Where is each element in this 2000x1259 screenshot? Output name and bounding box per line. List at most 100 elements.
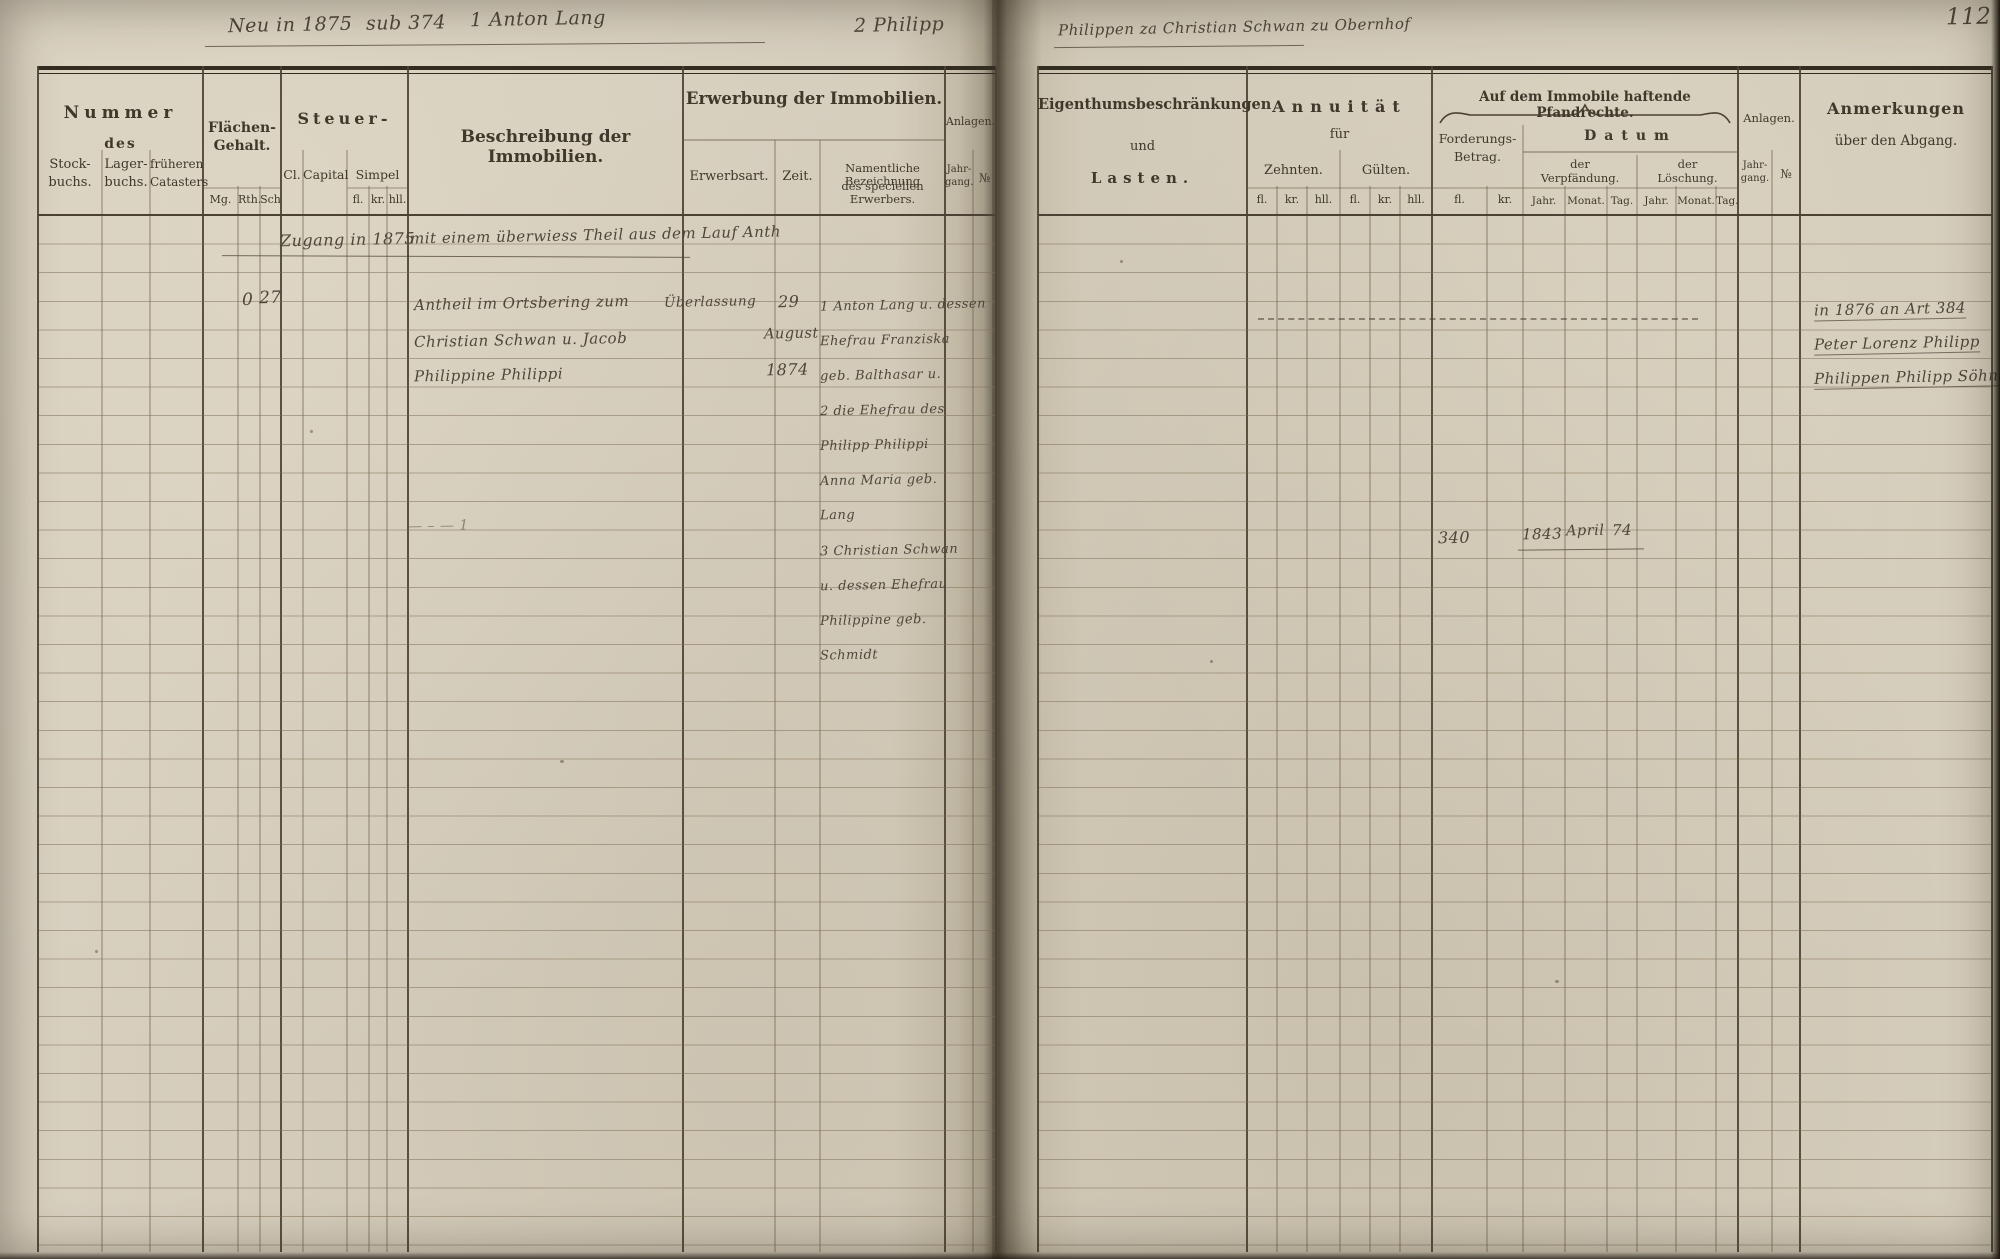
- entry-erwerber-line: Ehefrau Franziska: [819, 331, 951, 350]
- entry-dashed-line: [1258, 318, 1698, 320]
- scan-edge-bottom: [0, 1252, 2000, 1259]
- header-jahrgang-left-2: gang.: [945, 177, 974, 188]
- header-guelten-hll: hll.: [1407, 193, 1425, 206]
- header-steuer-unit-hll: hll.: [388, 193, 407, 206]
- header-flaechen-unit-rth: Rth.: [238, 193, 262, 206]
- header-loesch-tag: Tag.: [1716, 195, 1739, 207]
- header-guelten-kr: kr.: [1377, 193, 1393, 206]
- entry-pfand-betrag: 340: [1437, 527, 1471, 548]
- header-zehnten-hll: hll.: [1314, 193, 1333, 206]
- entry-beschreibung-line: Philippine Philippi: [413, 364, 564, 386]
- entry-anmerkung-line: Philippen Philipp Söhne: [1813, 366, 2000, 390]
- paper-speck: [95, 950, 98, 953]
- entry-pfand-tag: 74: [1611, 520, 1633, 540]
- margin-note-name2: 2 Philipp: [853, 13, 945, 37]
- header-beschreibung: Beschreibung der Immobilien.: [460, 127, 631, 167]
- header-loesch-jahr: Jahr.: [1644, 195, 1669, 207]
- header-nummer-title: Nummer: [63, 103, 178, 123]
- entry-erwerber-line: Philippine geb.: [819, 611, 927, 630]
- entry-zugang-label: Zugang in 1875: [279, 228, 416, 251]
- header-erwerber-2: des speciellen Erwerbers.: [841, 179, 924, 207]
- margin-note-name1: 1 Anton Lang: [469, 6, 606, 32]
- header-lagerbuchs-1: Lager-: [104, 157, 148, 172]
- header-nummer-sub: des: [104, 136, 137, 152]
- header-steuer-unit-fl: fl.: [352, 193, 364, 206]
- paper-speck: [560, 760, 564, 763]
- header-guelten-fl: fl.: [1349, 193, 1361, 206]
- header-eigenthum-1: Eigenthumsbeschränkungen: [1038, 96, 1272, 113]
- left-ruled-lines: [39, 216, 995, 1252]
- margin-note-ref: sub 374: [365, 11, 447, 35]
- entry-erwerber-line: 1 Anton Lang u. dessen: [819, 296, 987, 315]
- header-zeit: Zeit.: [782, 169, 813, 184]
- entry-zeit-monat: August: [763, 325, 819, 343]
- header-jahrgang-right-2: gang.: [1740, 173, 1770, 184]
- header-stockbuchs-2: buchs.: [48, 175, 92, 190]
- header-loeschung-1: der: [1677, 157, 1698, 171]
- header-zehnten-kr: kr.: [1284, 193, 1300, 206]
- paper-speck: [1555, 980, 1559, 983]
- header-lagerbuchs-2: buchs.: [104, 175, 148, 190]
- entry-pfand-monat: April: [1565, 522, 1605, 540]
- entry-erwerber-line: geb. Balthasar u.: [819, 366, 942, 385]
- header-forderung-1: Forderungs-: [1438, 131, 1517, 146]
- entry-anmerkung-text: Philippen Philipp Söhne: [1813, 366, 2000, 390]
- entry-pen-marks: — – — 1: [407, 517, 469, 535]
- header-annuitaet-fuer: für: [1329, 127, 1350, 142]
- header-zehnten-fl: fl.: [1256, 193, 1268, 206]
- header-stockbuchs-1: Stock-: [49, 157, 91, 172]
- header-steuer-cl: Cl.: [283, 167, 301, 182]
- entry-erwerber-line: Philipp Philippi: [819, 436, 929, 455]
- header-eigenthum-2: und: [1129, 139, 1156, 154]
- entry-flaechen-mg: 0: [241, 289, 254, 311]
- header-pfandrechte: Auf dem Immobile haftende Pfandrechte.: [1479, 89, 1691, 121]
- entry-zeit-tag: 29: [777, 291, 800, 312]
- entry-erwerber-line: 3 Christian Schwan: [819, 541, 959, 560]
- header-steuer-capital: Capital: [303, 167, 349, 182]
- header-nr-right: №: [1780, 167, 1792, 181]
- header-anlagen-right: Anlagen.: [1743, 111, 1795, 125]
- header-flaechen-1: Flächen-: [208, 120, 276, 136]
- entry-anmerkung-text: Peter Lorenz Philipp: [1813, 332, 1981, 356]
- header-verpf-monat: Monat.: [1567, 195, 1605, 207]
- entry-flaechen-rth: 27: [258, 287, 282, 309]
- header-datum: Datum: [1584, 128, 1677, 144]
- page-number: 112: [1945, 3, 1992, 31]
- header-steuer-unit-kr: kr.: [370, 193, 386, 206]
- header-forderung-kr: kr.: [1497, 193, 1513, 206]
- header-verpfaendung-1: der: [1570, 157, 1590, 171]
- entry-erwerber-line: Lang: [819, 507, 856, 524]
- header-anmerkungen-2: über den Abgang.: [1834, 133, 1958, 149]
- entry-anmerkung-line: Peter Lorenz Philipp: [1813, 332, 1981, 356]
- header-flaechen-2: Gehalt.: [213, 138, 271, 154]
- right-ruled-lines: [1039, 216, 1991, 1252]
- header-steuer-simpel: Simpel: [355, 167, 400, 182]
- header-nr-left: №: [978, 171, 991, 185]
- header-erwerbung: Erwerbung der Immobilien.: [685, 89, 943, 108]
- header-anmerkungen-1: Anmerkungen: [1827, 99, 1965, 118]
- header-jahrgang-right-1: Jahr-: [1742, 160, 1768, 171]
- header-eigenthum-3: Lasten.: [1090, 169, 1195, 187]
- header-catasters-1: früheren: [150, 157, 204, 171]
- header-forderung-2: Betrag.: [1453, 149, 1501, 164]
- entry-anmerkung-line: in 1876 an Art 384: [1813, 298, 1967, 322]
- header-verpfaendung-2: Verpfändung.: [1540, 171, 1620, 185]
- header-verpf-tag: Tag.: [1610, 195, 1634, 207]
- header-loeschung-2: Löschung.: [1657, 171, 1718, 185]
- header-guelten: Gülten.: [1361, 163, 1411, 178]
- header-flaechen-unit-mg: Mg.: [209, 193, 232, 206]
- header-erwerber-1: Namentliche Bezeichnung: [844, 161, 921, 189]
- header-forderung-fl: fl.: [1454, 193, 1465, 206]
- entry-erwerber-line: Schmidt: [819, 647, 879, 664]
- margin-note-year: Neu in 1875: [227, 12, 353, 38]
- entry-erwerber-line: u. dessen Ehefrau: [819, 576, 948, 595]
- entry-pfand-jahr: 1843: [1521, 524, 1563, 544]
- header-jahrgang-left-1: Jahr-: [946, 164, 972, 175]
- paper-speck: [310, 430, 313, 433]
- header-anlagen-left: Anlagen.: [945, 115, 996, 128]
- header-annuitaet: Annuität: [1272, 97, 1407, 116]
- header-erwerbsart: Erwerbsart.: [689, 169, 769, 184]
- header-loesch-monat: Monat.: [1677, 195, 1715, 207]
- header-catasters-2: Catasters: [150, 175, 209, 189]
